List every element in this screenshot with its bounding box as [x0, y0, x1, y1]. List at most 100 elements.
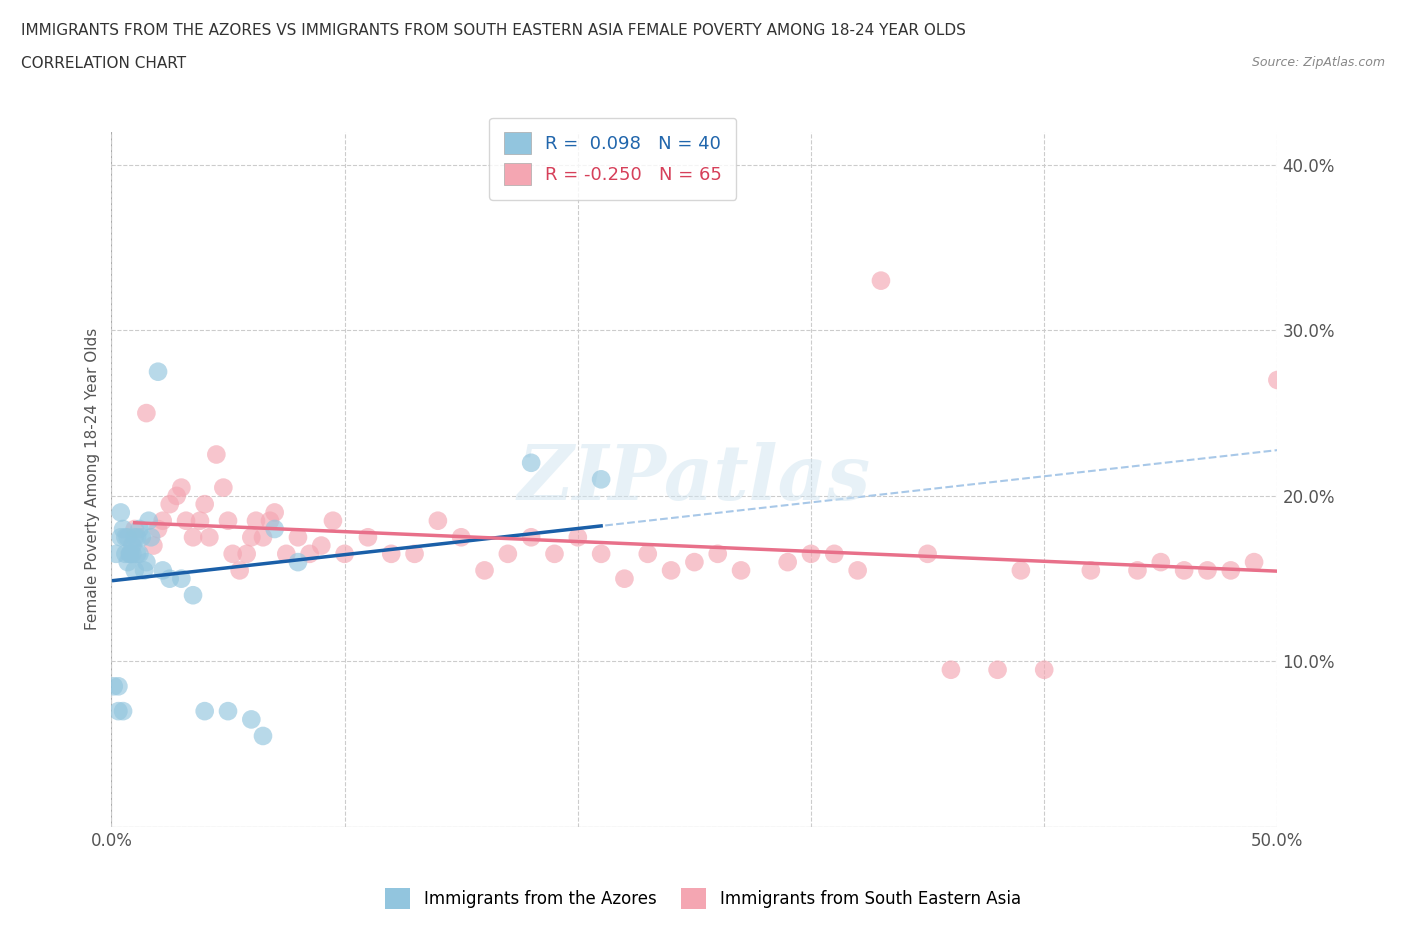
Point — [450, 530, 472, 545]
Point — [107, 704, 129, 719]
Point — [823, 547, 845, 562]
Point — [1033, 662, 1056, 677]
Text: Source: ZipAtlas.com: Source: ZipAtlas.com — [1251, 56, 1385, 69]
Point — [567, 530, 589, 545]
Point — [591, 547, 613, 562]
Point — [1126, 563, 1149, 578]
Point — [259, 513, 281, 528]
Point — [228, 563, 250, 578]
Point — [112, 704, 135, 719]
Point — [520, 456, 543, 471]
Point — [121, 538, 143, 553]
Point — [125, 547, 148, 562]
Point — [333, 547, 356, 562]
Point — [152, 563, 174, 578]
Point — [125, 530, 148, 545]
Point — [110, 530, 132, 545]
Point — [159, 571, 181, 586]
Point — [235, 547, 257, 562]
Point — [170, 480, 193, 495]
Point — [181, 530, 204, 545]
Point — [221, 547, 243, 562]
Point — [131, 530, 153, 545]
Point — [135, 554, 157, 569]
Point — [114, 547, 136, 562]
Point — [110, 505, 132, 520]
Point — [683, 554, 706, 569]
Point — [1173, 563, 1195, 578]
Point — [1243, 554, 1265, 569]
Point — [322, 513, 344, 528]
Point — [174, 513, 197, 528]
Point — [939, 662, 962, 677]
Point — [311, 538, 333, 553]
Point — [1150, 554, 1173, 569]
Point — [159, 497, 181, 512]
Point — [217, 704, 239, 719]
Point — [170, 571, 193, 586]
Point — [152, 513, 174, 528]
Point — [357, 530, 380, 545]
Point — [120, 547, 142, 562]
Point — [132, 563, 155, 578]
Text: IMMIGRANTS FROM THE AZORES VS IMMIGRANTS FROM SOUTH EASTERN ASIA FEMALE POVERTY : IMMIGRANTS FROM THE AZORES VS IMMIGRANTS… — [21, 23, 966, 38]
Point — [198, 530, 221, 545]
Point — [245, 513, 267, 528]
Point — [105, 547, 128, 562]
Point — [380, 547, 402, 562]
Point — [287, 554, 309, 569]
Point — [205, 447, 228, 462]
Point — [404, 547, 426, 562]
Point — [613, 571, 636, 586]
Y-axis label: Female Poverty Among 18-24 Year Olds: Female Poverty Among 18-24 Year Olds — [86, 328, 100, 631]
Point — [846, 563, 869, 578]
Point — [194, 497, 217, 512]
Point — [298, 547, 321, 562]
Legend: R =  0.098   N = 40, R = -0.250   N = 65: R = 0.098 N = 40, R = -0.250 N = 65 — [489, 118, 737, 200]
Point — [800, 547, 823, 562]
Point — [287, 530, 309, 545]
Point — [166, 488, 188, 503]
Point — [474, 563, 496, 578]
Point — [240, 530, 263, 545]
Point — [117, 554, 139, 569]
Point — [212, 480, 235, 495]
Point — [103, 679, 125, 694]
Point — [917, 547, 939, 562]
Text: ZIPatlas: ZIPatlas — [517, 443, 870, 516]
Point — [128, 547, 150, 562]
Point — [135, 405, 157, 420]
Point — [107, 679, 129, 694]
Point — [124, 530, 146, 545]
Point — [138, 513, 160, 528]
Point — [128, 522, 150, 537]
Legend: Immigrants from the Azores, Immigrants from South Eastern Asia: Immigrants from the Azores, Immigrants f… — [377, 880, 1029, 917]
Point — [1080, 563, 1102, 578]
Point — [217, 513, 239, 528]
Text: CORRELATION CHART: CORRELATION CHART — [21, 56, 186, 71]
Point — [496, 547, 519, 562]
Point — [870, 273, 893, 288]
Point — [1010, 563, 1032, 578]
Point — [276, 547, 298, 562]
Point — [1219, 563, 1241, 578]
Point — [121, 547, 143, 562]
Point — [124, 563, 146, 578]
Point — [114, 530, 136, 545]
Point — [263, 505, 285, 520]
Point — [263, 522, 285, 537]
Point — [142, 538, 165, 553]
Point — [146, 522, 169, 537]
Point — [1197, 563, 1219, 578]
Point — [181, 588, 204, 603]
Point — [520, 530, 543, 545]
Point — [124, 522, 146, 537]
Point — [637, 547, 659, 562]
Point — [659, 563, 682, 578]
Point — [117, 530, 139, 545]
Point — [1267, 373, 1289, 388]
Point — [706, 547, 728, 562]
Point — [240, 712, 263, 727]
Point — [252, 728, 274, 743]
Point — [188, 513, 211, 528]
